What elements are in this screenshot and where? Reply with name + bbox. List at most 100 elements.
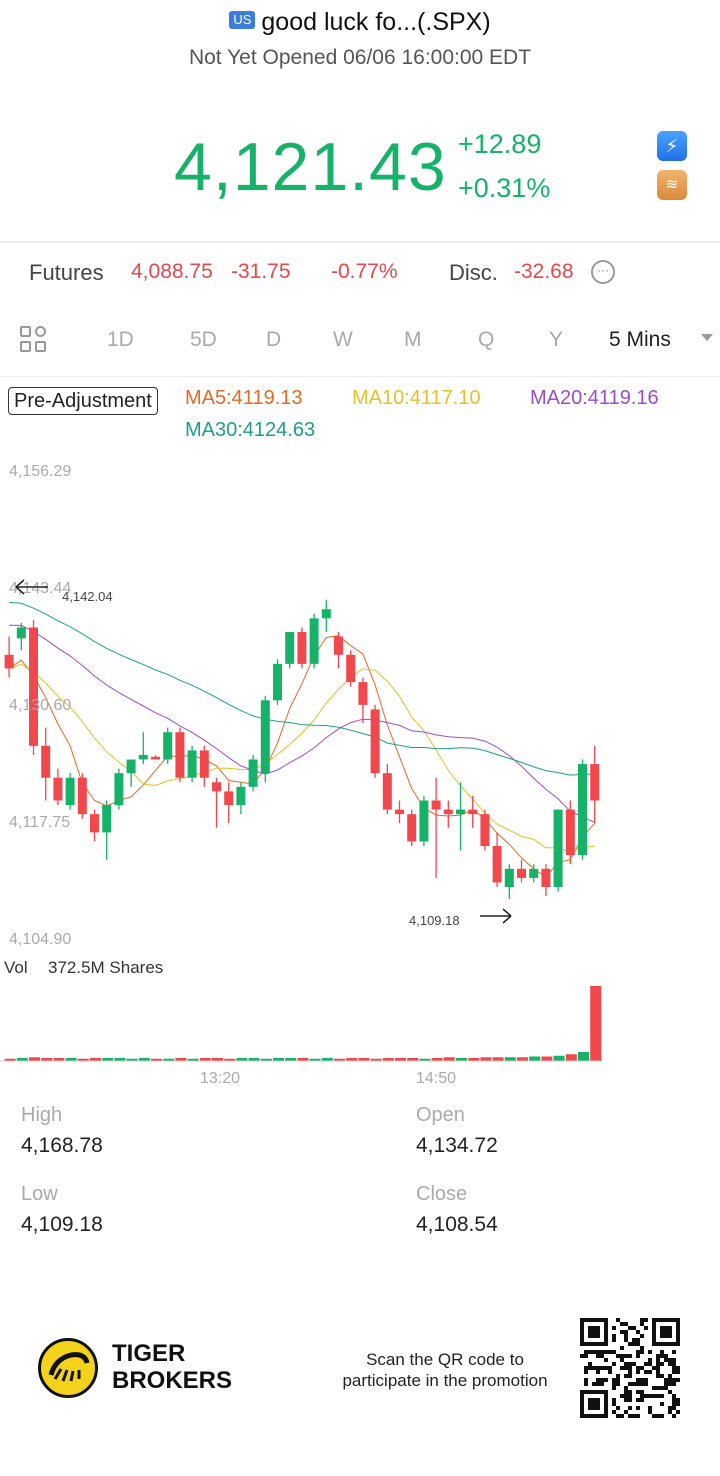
qr-module bbox=[668, 1362, 672, 1366]
candle-body bbox=[4, 654, 14, 669]
qr-module bbox=[660, 1386, 664, 1390]
qr-module bbox=[644, 1318, 648, 1322]
tab-1d[interactable]: 1D bbox=[107, 328, 134, 351]
qr-module bbox=[600, 1382, 604, 1386]
candle-body bbox=[163, 732, 173, 760]
stack-icon[interactable]: ≋ bbox=[657, 170, 687, 200]
candle-body bbox=[248, 759, 258, 787]
qr-module bbox=[656, 1366, 660, 1370]
qr-module bbox=[628, 1370, 632, 1374]
qr-module bbox=[656, 1414, 660, 1418]
tab-w[interactable]: W bbox=[333, 328, 353, 351]
qr-module bbox=[624, 1354, 628, 1358]
volume-bar bbox=[346, 1058, 358, 1061]
qr-code-icon[interactable] bbox=[580, 1318, 680, 1418]
candle-body bbox=[431, 800, 441, 810]
qr-module bbox=[608, 1370, 612, 1374]
qr-module bbox=[604, 1378, 608, 1382]
qr-module bbox=[668, 1410, 672, 1414]
volume-bar bbox=[16, 1058, 28, 1061]
qr-module bbox=[664, 1386, 668, 1390]
lightning-icon[interactable]: ⚡ bbox=[657, 131, 687, 161]
more-icon[interactable]: ··· bbox=[591, 260, 615, 284]
candle-body bbox=[578, 764, 587, 856]
qr-module bbox=[628, 1366, 632, 1370]
y-tick-label: 4,143.44 bbox=[9, 580, 71, 597]
candle-body bbox=[321, 609, 331, 619]
candle-body bbox=[224, 791, 234, 806]
qr-module bbox=[620, 1354, 624, 1358]
promo-footer: TIGER BROKERS Scan the QR code to partic… bbox=[0, 1310, 720, 1420]
qr-module bbox=[600, 1366, 604, 1370]
qr-module bbox=[656, 1362, 660, 1366]
chevron-down-icon[interactable] bbox=[701, 334, 713, 341]
qr-module bbox=[624, 1338, 628, 1342]
qr-module bbox=[592, 1350, 596, 1354]
candle-body bbox=[346, 654, 356, 683]
candle-body bbox=[565, 809, 575, 856]
qr-module bbox=[612, 1386, 616, 1390]
close-value: 4,108.54 bbox=[416, 1213, 498, 1236]
pre-adjustment-button[interactable]: Pre-Adjustment bbox=[8, 387, 158, 415]
futures-change-percent: -0.77% bbox=[331, 260, 398, 283]
grid-icon[interactable] bbox=[20, 326, 48, 354]
tab-y[interactable]: Y bbox=[549, 328, 564, 351]
candle-body bbox=[419, 800, 429, 842]
candle-body bbox=[236, 786, 246, 806]
qr-module bbox=[652, 1366, 656, 1370]
qr-module bbox=[624, 1410, 628, 1414]
qr-module bbox=[648, 1362, 652, 1366]
qr-module bbox=[636, 1338, 640, 1342]
promo-line-1: Scan the QR code to bbox=[366, 1350, 524, 1369]
high-value: 4,168.78 bbox=[21, 1134, 103, 1157]
qr-module bbox=[632, 1382, 636, 1386]
qr-module bbox=[604, 1358, 608, 1362]
candle-body bbox=[395, 809, 404, 815]
tab-m[interactable]: M bbox=[404, 328, 422, 351]
candle-body bbox=[443, 809, 453, 815]
qr-module bbox=[584, 1370, 588, 1374]
qr-module bbox=[660, 1374, 664, 1378]
candle-body bbox=[407, 814, 417, 842]
candle-body bbox=[370, 709, 380, 774]
qr-module bbox=[612, 1338, 616, 1342]
y-tick-label: 4,130.60 bbox=[9, 697, 71, 714]
qr-module bbox=[612, 1402, 616, 1406]
candle-body bbox=[504, 868, 514, 888]
title-row[interactable]: US good luck fo...(.SPX) bbox=[0, 8, 720, 37]
tab-d[interactable]: D bbox=[266, 328, 282, 351]
qr-module bbox=[668, 1406, 672, 1410]
qr-module bbox=[668, 1374, 672, 1378]
qr-module bbox=[676, 1366, 680, 1370]
qr-module bbox=[664, 1378, 668, 1382]
qr-module bbox=[628, 1326, 632, 1330]
futures-value: 4,088.75 bbox=[131, 260, 213, 283]
qr-module bbox=[660, 1394, 664, 1398]
qr-module bbox=[612, 1334, 616, 1338]
qr-module bbox=[636, 1366, 640, 1370]
qr-module bbox=[672, 1382, 676, 1386]
qr-module bbox=[624, 1366, 628, 1370]
qr-module bbox=[644, 1378, 648, 1382]
qr-module bbox=[604, 1366, 608, 1370]
qr-module bbox=[620, 1346, 624, 1350]
ma10-legend: MA10:4117.10 bbox=[352, 387, 481, 409]
volume-bar bbox=[590, 986, 602, 1061]
tab-5-mins[interactable]: 5 Mins bbox=[609, 328, 671, 351]
candlestick-chart[interactable]: 4,156.29 4,143.44 4,130.60 4,117.75 4,104.90… bbox=[0, 450, 720, 1090]
qr-module bbox=[656, 1386, 660, 1390]
tab-5d[interactable]: 5D bbox=[190, 328, 217, 351]
qr-module bbox=[616, 1378, 620, 1382]
candle-body bbox=[102, 805, 112, 833]
qr-module bbox=[676, 1398, 680, 1402]
candle-body bbox=[309, 618, 319, 664]
qr-module bbox=[600, 1354, 604, 1358]
qr-module bbox=[660, 1402, 664, 1406]
candle-body bbox=[175, 732, 185, 778]
min-price-label: 4,109.18 bbox=[409, 913, 460, 928]
qr-module bbox=[628, 1390, 632, 1394]
qr-module bbox=[588, 1326, 600, 1338]
tab-q[interactable]: Q bbox=[478, 328, 495, 351]
volume-bar bbox=[90, 1058, 101, 1061]
qr-module bbox=[624, 1398, 628, 1402]
